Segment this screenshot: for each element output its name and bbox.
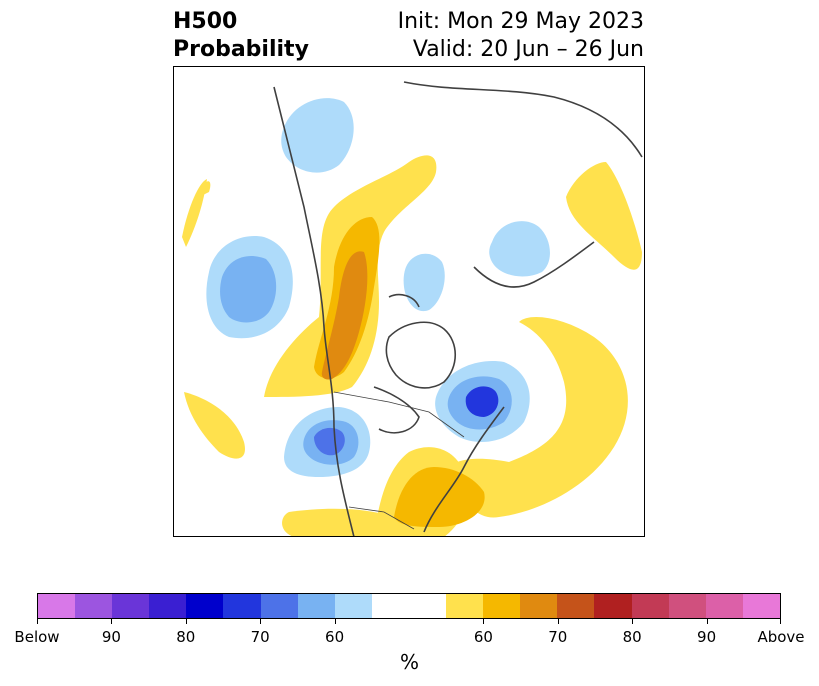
above-region-pacific-southwest [184,392,245,459]
border-us-mexico [348,506,415,530]
colorbar-tick-mark [334,619,336,624]
colorbar-segment [520,594,558,618]
coastline-arctic-islands [388,293,420,308]
title-product: Probability [173,37,309,62]
init-date: Init: Mon 29 May 2023 [397,9,644,34]
colorbar-tick-label: Below [14,628,60,646]
above-normal-regions [182,155,642,536]
colorbar-segment [594,594,632,618]
colorbar-segment [223,594,261,618]
coastline-greenland [385,321,456,389]
border-us-canada [333,391,465,438]
coastline-hudson-bay [373,386,420,434]
colorbar-segment [149,594,187,618]
colorbar-tick-label: 60 [473,628,493,646]
colorbar-segment [112,594,150,618]
below-region-arctic [403,253,445,312]
colorbar-tick-label: 60 [325,628,345,646]
colorbar-segment [742,594,780,618]
colorbar-segment [297,594,335,618]
colorbar-tick-mark [483,619,485,624]
above-region-atlantic-arc [449,317,628,518]
colorbar-tick-label: 80 [622,628,642,646]
probability-colorbar [37,593,781,619]
coastlines [273,81,643,536]
coastline-europe [473,241,595,288]
colorbar-tick-mark [111,619,113,624]
title-variable: H500 [173,9,238,34]
colorbar-segment [631,594,669,618]
colorbar-segment [483,594,521,618]
colorbar-segment [75,594,113,618]
map-dates: Init: Mon 29 May 2023 Valid: 20 Jun – 26… [398,8,644,64]
above-region-siberia [566,162,642,270]
colorbar-tick-mark [185,619,187,624]
below-region-western-us-core [314,427,345,456]
colorbar-unit: % [399,650,419,674]
colorbar-tick-mark [706,619,708,624]
valid-range: Valid: 20 Jun – 26 Jun [412,37,644,62]
colorbar-tick-mark [557,619,559,624]
colorbar-tick-label: 80 [176,628,196,646]
colorbar-tick-mark [780,619,781,624]
colorbar-segment [705,594,743,618]
colorbar-segment [38,594,76,618]
colorbar-tick-mark [632,619,634,624]
above-region-east-us-mid [394,467,485,527]
colorbar-tick-label: 90 [101,628,121,646]
coastline-north-america-west [273,86,355,536]
colorbar-segment [186,594,224,618]
above-region-central-canada-core [321,251,368,380]
below-normal-regions [206,98,550,477]
colorbar-tick-label: Above [757,628,805,646]
colorbar-segment [260,594,298,618]
above-region-north-pacific-strip [182,179,207,247]
colorbar-tick-mark [37,619,38,624]
below-region-north-pacific-core [220,256,277,323]
colorbar-tick-label: 90 [697,628,717,646]
coastline-north-america-east [423,406,505,533]
colorbar-tick-label: 70 [250,628,270,646]
colorbar-segment [408,594,447,618]
colorbar-segment [371,594,409,618]
probability-map [173,66,645,537]
map-title: H500 Probability [173,8,309,64]
colorbar-segment [557,594,595,618]
colorbar-tick-label: 70 [548,628,568,646]
map-canvas [182,81,643,536]
below-region-alaska [281,98,354,173]
coastline-eurasia [403,81,643,158]
colorbar-segment [334,594,372,618]
below-region-labrador-core [465,386,499,417]
below-region-eurasia [489,221,550,277]
colorbar-tick-mark [260,619,262,624]
above-region-southern-band [282,508,405,536]
colorbar-segment [446,594,484,618]
colorbar-segment [668,594,706,618]
